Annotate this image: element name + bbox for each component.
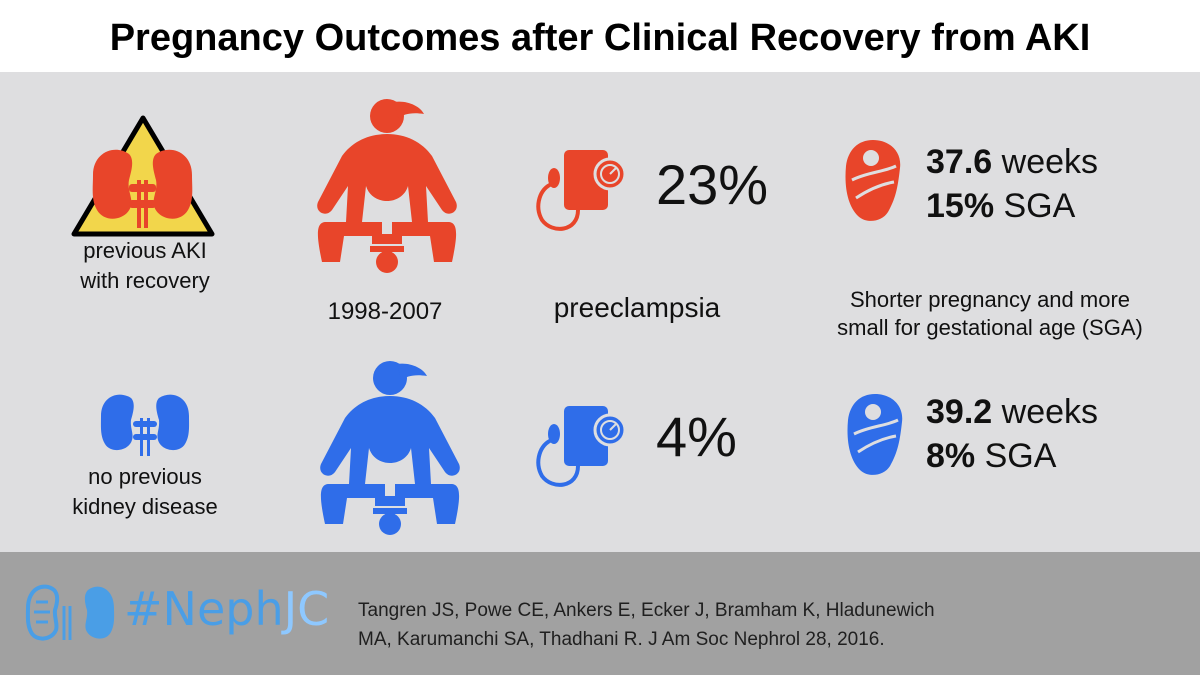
control-sga-unit: SGA [975, 437, 1057, 475]
aki-weeks-value: 37.6 [926, 143, 993, 181]
aki-sga-value: 15% [926, 187, 995, 225]
swaddled-baby-icon [845, 140, 901, 221]
nephjc-brand: #NephJC [124, 582, 329, 636]
kidneys-icon [92, 149, 193, 228]
control-weeks-line: 39.2 weeks [926, 390, 1098, 434]
finding-line1: Shorter pregnancy and more [849, 287, 1131, 312]
aki-sga-line: 15% SGA [926, 184, 1098, 228]
aki-group-label-line2: with recovery [80, 268, 210, 293]
kidneys-icon [100, 394, 190, 456]
citation: Tangren JS, Powe CE, Ankers E, Ecker J, … [358, 596, 998, 654]
control-group-label: no previous kidney disease [40, 462, 250, 522]
brand-hash-neph: #Neph [124, 582, 284, 636]
control-sga-line: 8% SGA [926, 434, 1098, 478]
blood-pressure-cuff-icon [536, 406, 627, 487]
finding-note: Shorter pregnancy and more small for ges… [815, 286, 1165, 342]
page-title: Pregnancy Outcomes after Clinical Recove… [0, 0, 1200, 72]
control-preeclampsia-rate: 4% [656, 405, 737, 468]
aki-group-label: previous AKI with recovery [40, 236, 250, 296]
aki-group-label-line1: previous AKI [83, 238, 207, 263]
control-group-label-line2: kidney disease [72, 494, 218, 519]
aki-weeks-unit: weeks [992, 143, 1099, 181]
citation-line1: Tangren JS, Powe CE, Ankers E, Ecker J, … [358, 600, 935, 621]
control-group-label-line1: no previous [88, 464, 202, 489]
brand-jc: JC [283, 582, 330, 636]
footer-bar [0, 552, 1200, 675]
control-sga-value: 8% [926, 437, 976, 475]
swaddled-baby-icon [847, 394, 903, 475]
control-weeks-value: 39.2 [926, 393, 993, 431]
aki-outcomes: 37.6 weeks 15% SGA [926, 140, 1098, 228]
aki-preeclampsia-rate: 23% [656, 153, 769, 216]
finding-line2: small for gestational age (SGA) [837, 315, 1143, 340]
aki-sga-unit: SGA [994, 187, 1076, 225]
citation-line2: MA, Karumanchi SA, Thadhani R. J Am Soc … [358, 629, 885, 650]
nephjc-logo-icon [25, 584, 115, 641]
pregnant-woman-icon [320, 361, 460, 535]
blood-pressure-cuff-icon [536, 150, 627, 231]
years-label: 1998-2007 [327, 298, 443, 325]
pregnant-woman-icon [317, 99, 457, 273]
control-weeks-unit: weeks [992, 393, 1099, 431]
preeclampsia-label: preeclampsia [553, 292, 721, 323]
aki-weeks-line: 37.6 weeks [926, 140, 1098, 184]
control-outcomes: 39.2 weeks 8% SGA [926, 390, 1098, 478]
